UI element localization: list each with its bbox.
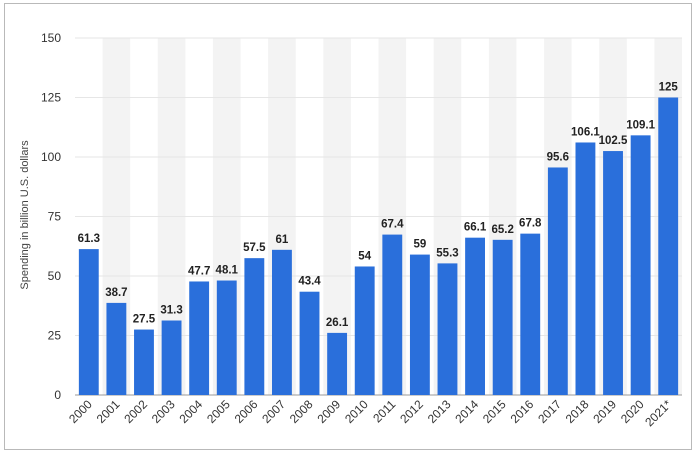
y-axis-ticks: 0 25 50 75 100 125 150 bbox=[41, 31, 61, 402]
bar-value-label: 55.3 bbox=[436, 247, 458, 259]
x-tick-label: 2015 bbox=[480, 397, 509, 426]
bars bbox=[78, 97, 679, 396]
bar-value-label: 67.8 bbox=[519, 218, 542, 230]
x-tick-label: 2019 bbox=[590, 397, 619, 426]
bar-value-label: 48.1 bbox=[216, 265, 239, 277]
bar bbox=[216, 280, 237, 395]
y-tick-label: 50 bbox=[48, 269, 62, 283]
bar bbox=[630, 135, 651, 396]
bar-value-label: 54 bbox=[358, 250, 371, 262]
x-tick-label: 2010 bbox=[342, 397, 371, 426]
bar bbox=[603, 151, 623, 395]
x-tick-label: 2005 bbox=[204, 397, 233, 426]
bar-value-label: 106.1 bbox=[571, 126, 600, 138]
bar bbox=[382, 234, 403, 395]
x-tick-label: 2014 bbox=[452, 397, 481, 426]
x-tick-label: 2017 bbox=[535, 397, 564, 426]
bar-value-label: 102.5 bbox=[599, 135, 628, 147]
bar-value-label: 61 bbox=[276, 234, 289, 246]
bar bbox=[244, 258, 265, 395]
bar-value-label: 26.1 bbox=[326, 317, 349, 329]
bar bbox=[106, 302, 127, 395]
bar bbox=[354, 266, 375, 395]
bar bbox=[134, 329, 154, 395]
x-tick-label: 2002 bbox=[121, 397, 150, 426]
y-tick-label: 150 bbox=[41, 31, 61, 45]
y-axis-title: Spending in billion U.S. dollars bbox=[19, 140, 31, 290]
bar-value-label: 95.6 bbox=[547, 151, 569, 163]
x-tick-label: 2007 bbox=[259, 397, 288, 426]
y-tick-label: 100 bbox=[41, 150, 61, 164]
bar-value-label: 109.1 bbox=[626, 119, 655, 131]
bar-value-label: 27.5 bbox=[133, 314, 156, 326]
bar-value-label: 65.2 bbox=[491, 224, 513, 236]
bar bbox=[409, 254, 430, 395]
bar-value-label: 47.7 bbox=[188, 265, 210, 277]
bar bbox=[437, 263, 458, 395]
x-tick-label: 2008 bbox=[287, 397, 316, 426]
bar bbox=[520, 233, 541, 395]
bar bbox=[299, 291, 320, 395]
x-tick-label: 2009 bbox=[314, 397, 343, 426]
x-tick-label: 2001 bbox=[94, 397, 123, 426]
x-axis-ticks: 2000200120022003200420052006200720082009… bbox=[66, 397, 674, 429]
x-tick-label: 2016 bbox=[508, 397, 537, 426]
y-tick-label: 75 bbox=[48, 210, 62, 224]
bar bbox=[547, 167, 568, 395]
x-tick-label: 2020 bbox=[618, 397, 647, 426]
x-tick-label: 2003 bbox=[149, 397, 178, 426]
bar bbox=[271, 249, 292, 395]
y-tick-label: 125 bbox=[41, 91, 61, 105]
bar bbox=[189, 281, 210, 395]
x-tick-label: 2004 bbox=[176, 397, 205, 426]
bar-value-label: 43.4 bbox=[298, 276, 321, 288]
y-tick-label: 0 bbox=[54, 388, 61, 402]
bar-value-label: 38.7 bbox=[105, 287, 127, 299]
bar-value-label: 31.3 bbox=[160, 305, 182, 317]
bar bbox=[575, 142, 596, 395]
bar-value-label: 66.1 bbox=[464, 222, 487, 234]
bar-value-label: 57.5 bbox=[243, 242, 266, 254]
bar bbox=[492, 239, 513, 395]
data-labels: 61.3 38.7 27.5 31.3 47.7 48.1 57.5 61 43.4 26.1 54… bbox=[78, 82, 679, 329]
bar bbox=[78, 249, 99, 395]
bar-value-label: 59 bbox=[413, 239, 426, 251]
x-tick-label: 2012 bbox=[397, 397, 426, 426]
x-tick-label: 2021* bbox=[642, 397, 674, 429]
x-tick-label: 2013 bbox=[425, 397, 454, 426]
y-tick-label: 25 bbox=[48, 329, 62, 343]
bar bbox=[658, 97, 679, 395]
x-tick-label: 2000 bbox=[66, 397, 95, 426]
bar-value-label: 125 bbox=[659, 82, 679, 94]
bar bbox=[327, 332, 348, 395]
bar bbox=[161, 320, 182, 395]
x-tick-label: 2018 bbox=[563, 397, 592, 426]
x-tick-label: 2006 bbox=[232, 397, 261, 426]
bar bbox=[465, 237, 486, 395]
bar-value-label: 67.4 bbox=[381, 219, 404, 231]
bar-value-label: 61.3 bbox=[78, 233, 100, 245]
x-tick-label: 2011 bbox=[370, 397, 398, 425]
